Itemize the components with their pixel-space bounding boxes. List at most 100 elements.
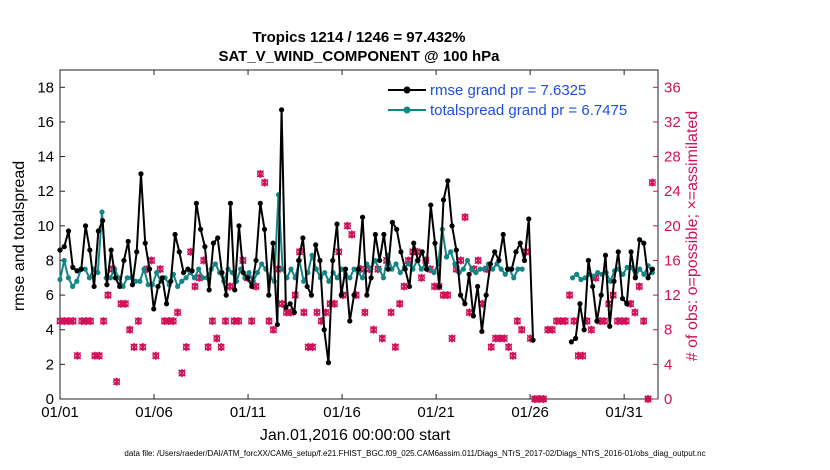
- obs-assimilated-marker: [265, 317, 273, 326]
- totalspread-point: [359, 275, 366, 281]
- rmse-point: [415, 257, 421, 264]
- obs-assimilated-marker: [561, 317, 569, 326]
- series-lines: [57, 107, 655, 366]
- rmse-point: [577, 301, 583, 307]
- x-tick-label: 01/21: [417, 404, 455, 421]
- rmse-point: [244, 275, 251, 281]
- left-tick-label: 10: [37, 218, 54, 235]
- left-tick-label: 12: [37, 183, 54, 200]
- right-tick-label: 32: [664, 114, 681, 131]
- obs-assimilated-marker: [226, 282, 234, 291]
- rmse-point: [279, 107, 285, 113]
- totalspread-point: [124, 275, 130, 281]
- obs-assimilated-marker: [69, 317, 77, 326]
- x-axis-label: Jan.01,2016 00:00:00 start: [260, 427, 451, 444]
- rmse-point: [287, 301, 293, 307]
- totalspread-point: [351, 266, 357, 272]
- rmse-point: [104, 282, 110, 288]
- obs-assimilated-marker: [570, 317, 578, 326]
- rmse-line: [59, 108, 535, 364]
- obs-assimilated-marker: [391, 343, 400, 352]
- obs-assimilated-marker: [139, 343, 147, 352]
- right-tick-label: 0: [664, 391, 672, 408]
- x-tick-label: 01/31: [605, 404, 643, 421]
- totalspread-point: [620, 271, 626, 277]
- rmse-point: [74, 268, 80, 274]
- rmse-point: [636, 237, 643, 243]
- rmse-point: [223, 292, 229, 298]
- rmse-point: [227, 200, 234, 206]
- totalspread-point: [70, 283, 76, 290]
- totalspread-point: [212, 261, 219, 267]
- y-axis-label-right: # of obs: o=possible; ×=assimilated: [684, 111, 701, 361]
- rmse-point: [585, 257, 592, 264]
- totalspread-point: [313, 266, 319, 272]
- rmse-point: [121, 257, 127, 264]
- rmse-point: [325, 360, 332, 366]
- rmse-point: [87, 247, 93, 253]
- totalspread-point: [196, 266, 202, 272]
- rmse-point: [466, 271, 472, 277]
- left-axis-ticks: 0 2 4 6 8 10 12 14 16 18: [37, 79, 65, 408]
- rmse-point: [419, 249, 425, 255]
- left-tick-label: 4: [46, 322, 54, 339]
- rmse-point: [300, 235, 306, 241]
- rmse-point: [607, 323, 613, 329]
- obs-assimilated-marker: [548, 325, 556, 334]
- totalspread-point: [498, 266, 504, 272]
- right-tick-label: 20: [664, 218, 681, 235]
- rmse-point: [372, 231, 378, 238]
- rmse-point: [185, 266, 191, 272]
- totalspread-point: [376, 266, 382, 272]
- rmse-point: [129, 282, 136, 288]
- obs-assimilated-marker: [208, 317, 217, 326]
- rmse-point: [351, 292, 357, 298]
- rmse-point: [581, 327, 587, 333]
- plot-area: [59, 69, 659, 400]
- totalspread-point: [326, 278, 332, 284]
- obs-assimilated-marker: [474, 256, 482, 265]
- obs-assimilated-marker: [513, 317, 522, 326]
- obs-assimilated-marker: [182, 343, 191, 352]
- obs-assimilated-marker: [443, 291, 452, 300]
- rmse-point: [428, 202, 434, 208]
- obs-assimilated-marker: [269, 325, 278, 334]
- rmse-point: [440, 197, 447, 203]
- rmse-point: [176, 249, 182, 255]
- legend: rmse grand pr = 7.6325 totalspread grand…: [384, 78, 652, 122]
- rmse-point: [304, 283, 310, 290]
- right-tick-label: 28: [664, 149, 681, 166]
- obs-assimilated-marker: [361, 308, 369, 317]
- obs-assimilated-marker: [73, 351, 82, 360]
- rmse-point: [645, 275, 651, 281]
- rmse-point: [602, 252, 609, 258]
- rmse-point: [108, 247, 114, 253]
- rmse-point: [394, 226, 400, 232]
- totalspread-point: [502, 271, 508, 277]
- obs-assimilated-marker: [539, 395, 548, 403]
- rmse-point: [155, 283, 161, 290]
- totalspread-point: [595, 269, 601, 276]
- obs-markers: [56, 169, 657, 403]
- left-tick-label: 8: [46, 252, 54, 269]
- totalspread-point: [347, 275, 353, 281]
- rmse-point: [210, 240, 217, 246]
- obs-assimilated-marker: [639, 317, 648, 326]
- totalspread-point: [406, 261, 412, 267]
- rmse-point: [168, 278, 174, 284]
- obs-assimilated-marker: [343, 221, 352, 230]
- obs-assimilated-marker: [626, 299, 635, 308]
- totalspread-point: [65, 275, 72, 281]
- obs-assimilated-marker: [234, 317, 243, 326]
- rmse-point: [291, 309, 297, 316]
- right-axis-ticks: 0 4 8 12 16 20 24 28 32 36: [653, 79, 681, 408]
- right-tick-label: 12: [664, 287, 681, 304]
- rmse-point: [385, 266, 391, 272]
- rmse-point: [402, 266, 408, 272]
- rmse-point: [359, 214, 366, 220]
- left-tick-label: 14: [37, 149, 54, 166]
- left-tick-label: 0: [46, 391, 54, 408]
- totalspread-point: [473, 269, 479, 276]
- totalspread-point: [82, 266, 88, 272]
- obs-assimilated-marker: [348, 230, 356, 239]
